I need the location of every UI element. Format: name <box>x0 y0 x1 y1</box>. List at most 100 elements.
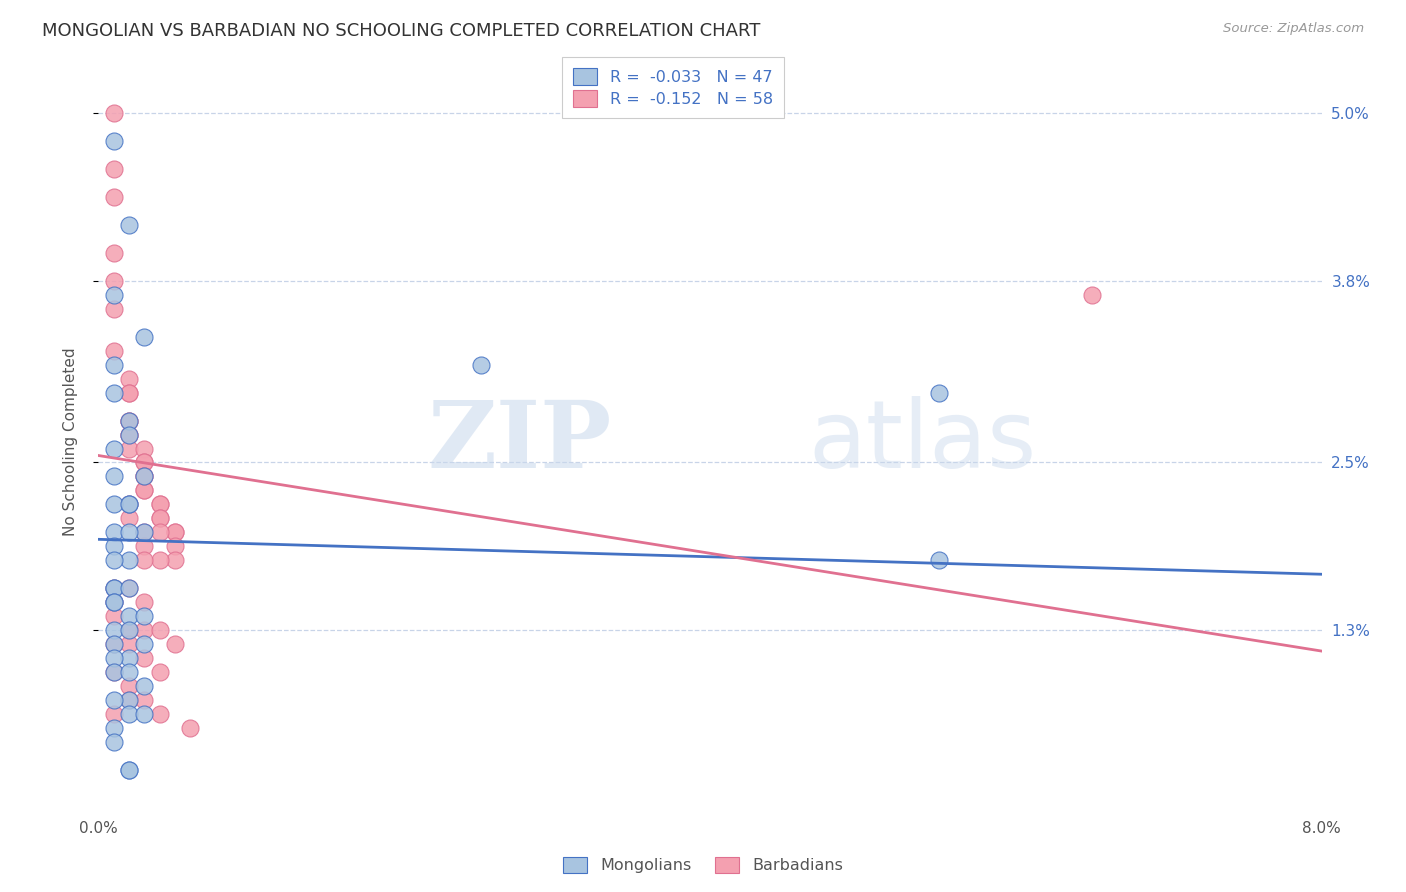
Point <box>134 637 156 651</box>
Point <box>103 358 125 372</box>
Point <box>103 595 125 609</box>
Point <box>103 497 125 511</box>
Point <box>118 385 141 400</box>
Point <box>103 442 125 456</box>
Point <box>134 609 156 624</box>
Point <box>118 623 141 637</box>
Point <box>118 637 141 651</box>
Point <box>103 651 125 665</box>
Point <box>103 246 125 260</box>
Point <box>103 385 125 400</box>
Point <box>149 497 172 511</box>
Text: Source: ZipAtlas.com: Source: ZipAtlas.com <box>1223 22 1364 36</box>
Point <box>134 706 156 721</box>
Point <box>118 679 141 693</box>
Point <box>103 581 125 595</box>
Point <box>103 609 125 624</box>
Point <box>103 581 125 595</box>
Point <box>149 511 172 525</box>
Point <box>928 385 950 400</box>
Point <box>103 288 125 302</box>
Point <box>149 511 172 525</box>
Point <box>134 455 156 469</box>
Point <box>118 497 141 511</box>
Point <box>134 651 156 665</box>
Point <box>103 637 125 651</box>
Point <box>103 469 125 483</box>
Legend: Mongolians, Barbadians: Mongolians, Barbadians <box>557 850 849 880</box>
Point <box>118 651 141 665</box>
Point <box>103 623 125 637</box>
Point <box>103 693 125 707</box>
Point <box>103 581 125 595</box>
Point <box>118 497 141 511</box>
Point <box>149 525 172 540</box>
Point <box>118 693 141 707</box>
Point <box>103 637 125 651</box>
Point <box>118 427 141 442</box>
Point <box>149 497 172 511</box>
Point <box>103 553 125 567</box>
Point <box>118 553 141 567</box>
Point <box>118 372 141 386</box>
Point <box>134 483 156 498</box>
Point <box>103 665 125 679</box>
Point <box>134 469 156 483</box>
Point <box>134 693 156 707</box>
Point <box>179 721 201 735</box>
Point <box>163 525 186 540</box>
Point <box>103 134 125 148</box>
Point <box>134 595 156 609</box>
Point <box>163 553 186 567</box>
Point <box>118 414 141 428</box>
Point <box>118 623 141 637</box>
Point <box>118 511 141 525</box>
Point <box>103 595 125 609</box>
Point <box>134 455 156 469</box>
Point <box>134 525 156 540</box>
Point <box>118 497 141 511</box>
Point <box>118 385 141 400</box>
Point <box>134 442 156 456</box>
Text: MONGOLIAN VS BARBADIAN NO SCHOOLING COMPLETED CORRELATION CHART: MONGOLIAN VS BARBADIAN NO SCHOOLING COMP… <box>42 22 761 40</box>
Point <box>103 343 125 358</box>
Point <box>149 553 172 567</box>
Point <box>149 623 172 637</box>
Point <box>118 581 141 595</box>
Point <box>118 442 141 456</box>
Point <box>118 763 141 777</box>
Point <box>149 665 172 679</box>
Point <box>163 525 186 540</box>
Y-axis label: No Schooling Completed: No Schooling Completed <box>63 347 77 536</box>
Point <box>470 358 492 372</box>
Point <box>103 706 125 721</box>
Point <box>134 469 156 483</box>
Point <box>118 525 141 540</box>
Point <box>118 414 141 428</box>
Point <box>134 623 156 637</box>
Point <box>134 553 156 567</box>
Point <box>103 274 125 288</box>
Point <box>103 301 125 316</box>
Point <box>103 539 125 553</box>
Point <box>118 665 141 679</box>
Point <box>118 414 141 428</box>
Point <box>1081 288 1104 302</box>
Point <box>103 721 125 735</box>
Point <box>163 637 186 651</box>
Text: atlas: atlas <box>808 395 1036 488</box>
Point <box>118 427 141 442</box>
Point <box>134 483 156 498</box>
Point <box>118 763 141 777</box>
Point <box>118 609 141 624</box>
Point <box>134 539 156 553</box>
Point <box>103 190 125 204</box>
Point <box>134 525 156 540</box>
Point <box>134 330 156 344</box>
Point <box>928 553 950 567</box>
Point <box>118 427 141 442</box>
Legend: R =  -0.033   N = 47, R =  -0.152   N = 58: R = -0.033 N = 47, R = -0.152 N = 58 <box>562 57 785 119</box>
Point <box>103 595 125 609</box>
Point <box>149 706 172 721</box>
Point <box>134 679 156 693</box>
